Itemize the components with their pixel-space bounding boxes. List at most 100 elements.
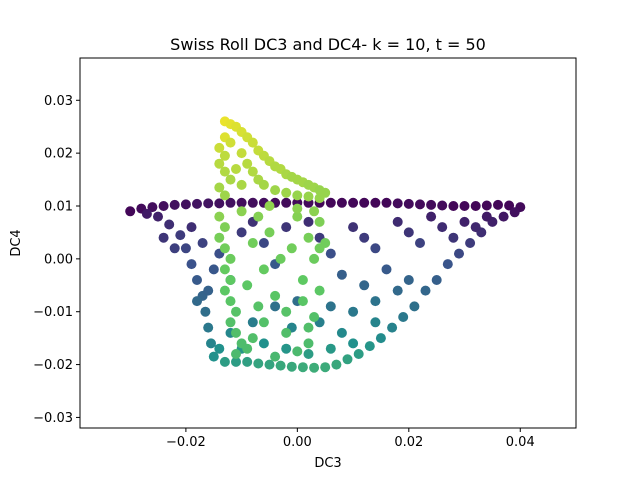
data-point [253, 211, 264, 222]
data-point [392, 198, 403, 209]
data-point [219, 190, 230, 201]
data-point [231, 356, 241, 367]
data-point [348, 197, 359, 208]
data-point [292, 346, 303, 357]
data-point [125, 206, 136, 217]
data-point [214, 198, 225, 209]
data-point [303, 338, 314, 349]
data-point [403, 198, 414, 209]
data-point [498, 211, 509, 222]
data-point [225, 197, 236, 208]
data-point [353, 349, 364, 359]
data-point [292, 190, 303, 201]
data-point [258, 238, 269, 248]
data-point [231, 164, 241, 174]
data-point [348, 222, 359, 233]
data-point [325, 248, 336, 259]
data-point [214, 158, 225, 169]
data-point [197, 238, 208, 248]
data-point [336, 269, 347, 280]
x-axis-label: DC3 [314, 456, 341, 471]
data-point [320, 362, 331, 373]
data-point [348, 306, 359, 317]
data-point [214, 343, 225, 354]
data-point [470, 222, 481, 233]
data-point [141, 208, 152, 219]
data-point [325, 301, 336, 312]
data-point [219, 264, 230, 275]
data-point [303, 216, 314, 227]
data-point [247, 166, 258, 177]
data-point [214, 142, 225, 153]
data-point [247, 137, 258, 148]
data-point [336, 197, 347, 208]
data-point [258, 264, 269, 275]
plot-frame [79, 57, 577, 429]
data-point [309, 312, 320, 322]
data-point [437, 222, 448, 233]
data-point [459, 216, 470, 227]
data-point [253, 301, 264, 312]
data-point [454, 248, 464, 259]
data-point [153, 211, 163, 222]
data-point [504, 200, 515, 211]
data-point [169, 243, 180, 254]
data-point [348, 338, 359, 349]
data-point [420, 285, 431, 296]
y-tick-label: −0.01 [33, 305, 73, 320]
data-point [231, 306, 241, 317]
data-point [158, 201, 169, 211]
data-point [370, 197, 381, 208]
data-point [509, 207, 520, 218]
data-point [481, 200, 492, 211]
data-points [125, 116, 526, 373]
data-point [281, 343, 292, 354]
data-point [270, 301, 281, 312]
data-point [247, 317, 258, 328]
data-point [247, 238, 258, 248]
data-point [214, 211, 225, 222]
data-point [309, 362, 320, 373]
x-tick-label: −0.02 [166, 435, 206, 450]
data-point [314, 216, 325, 227]
data-point [236, 148, 247, 159]
data-point [403, 227, 414, 238]
data-point [375, 333, 386, 344]
data-point [275, 360, 286, 371]
data-point [409, 301, 420, 312]
y-axis-label: DC4 [9, 229, 24, 256]
x-axis-ticks: −0.02 0.00 0.02 0.04 [166, 428, 535, 450]
data-point [281, 187, 292, 198]
data-point [459, 201, 470, 211]
data-point [309, 206, 320, 217]
y-tick-label: 0.03 [44, 94, 73, 109]
data-point [258, 317, 269, 328]
data-point [303, 322, 314, 333]
data-point [431, 275, 442, 285]
data-point [186, 222, 197, 233]
y-tick-label: 0.01 [44, 200, 73, 215]
data-point [448, 232, 459, 243]
data-point [264, 227, 275, 238]
data-point [206, 338, 216, 349]
data-point [303, 191, 314, 202]
data-point [292, 203, 303, 214]
data-point [448, 201, 459, 211]
data-point [247, 197, 258, 208]
data-point [164, 219, 175, 230]
data-point [242, 343, 253, 354]
y-tick-label: 0.00 [44, 252, 73, 267]
chart-title: Swiss Roll DC3 and DC4- k = 10, t = 50 [170, 35, 486, 54]
data-point [392, 285, 403, 296]
data-point [281, 306, 292, 317]
data-point [314, 193, 325, 204]
data-point [370, 296, 381, 307]
data-point [398, 312, 409, 322]
data-point [359, 232, 370, 243]
data-point [225, 275, 236, 285]
data-point [236, 179, 247, 190]
data-point [180, 199, 191, 210]
data-point [219, 243, 230, 254]
data-point [270, 185, 281, 196]
